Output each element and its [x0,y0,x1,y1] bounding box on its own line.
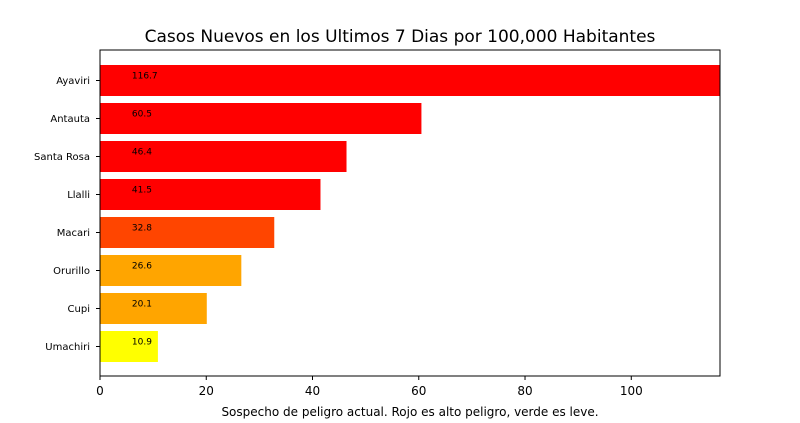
bar-macari [100,217,275,248]
y-tick-label-llalli: Llalli [67,190,90,201]
data-label-macari: 32.8 [132,224,152,234]
x-tick-label-80: 80 [517,384,532,398]
y-tick-label-ayaviri: Ayaviri [56,76,90,87]
y-tick-label-cupi: Cupi [68,304,90,315]
data-label-cupi: 20.1 [132,300,152,310]
data-label-orurillo: 26.6 [132,262,152,272]
bar-antauta [100,103,422,134]
y-tick-label-macari: Macari [57,228,90,239]
x-axis-ticks: 0 20 40 60 80 100 [96,376,643,398]
y-tick-label-orurillo: Orurillo [53,266,90,277]
bar-umachiri [100,331,158,362]
x-tick-label-100: 100 [620,384,643,398]
data-label-ayaviri: 116.7 [132,72,158,82]
bar-cupi [100,293,207,324]
y-tick-label-umachiri: Umachiri [45,342,90,353]
data-label-antauta: 60.5 [132,110,152,120]
x-tick-label-0: 0 [96,384,104,398]
plot-frame [99,49,721,377]
x-tick-label-40: 40 [305,384,320,398]
bar-orurillo [100,255,242,286]
x-tick-label-60: 60 [411,384,426,398]
data-label-umachiri: 10.9 [132,338,152,348]
x-tick-label-20: 20 [199,384,214,398]
bar-group: 116.7 60.5 46.4 41.5 32.8 26.6 20.1 10.9 [100,65,720,362]
x-axis-label: Sospecho de peligro actual. Rojo es alto… [221,405,598,419]
chart-title: Casos Nuevos en los Ultimos 7 Dias por 1… [145,27,656,47]
bar-santa-rosa [100,141,347,172]
y-tick-label-antauta: Antauta [50,114,90,125]
y-tick-labels: Ayaviri Antauta Santa Rosa Llalli Macari Orur… [34,76,100,353]
bar-llalli [100,179,321,210]
data-label-llalli: 41.5 [132,186,152,196]
bar-ayaviri [100,65,720,96]
y-tick-label-santa-rosa: Santa Rosa [34,152,90,163]
data-label-santa-rosa: 46.4 [132,148,152,158]
